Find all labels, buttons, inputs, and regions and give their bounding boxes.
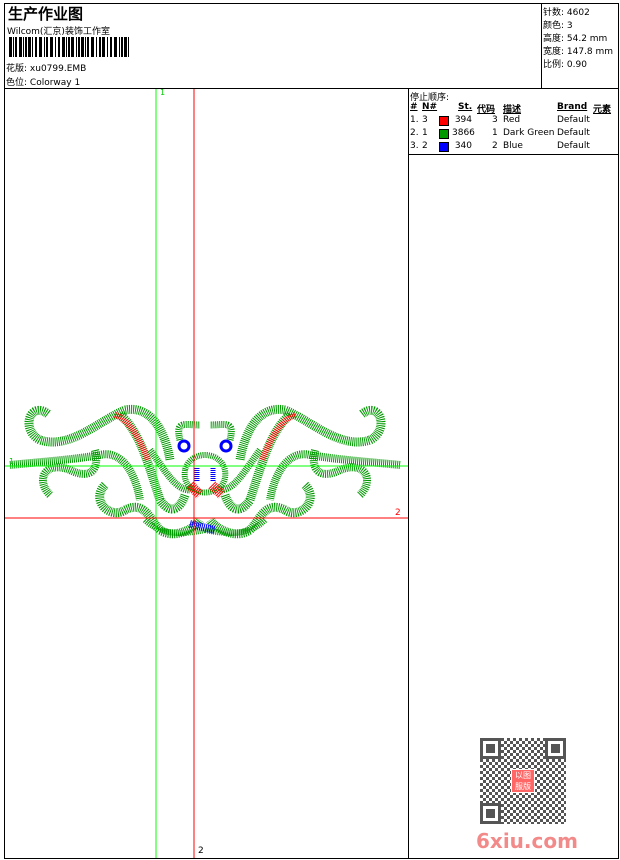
row-brand: Default bbox=[557, 128, 590, 138]
stitch-count: 针数: 4602 bbox=[543, 8, 590, 18]
row-description: Dark Green bbox=[503, 128, 555, 138]
colorway-label: 色位: bbox=[6, 78, 28, 88]
design-label: 花版: bbox=[6, 64, 28, 74]
design-width: 宽度: 147.8 mm bbox=[543, 47, 614, 57]
row-stitches: 340 bbox=[454, 141, 472, 151]
stitch-path bbox=[186, 481, 226, 499]
guide-label-v2: 2 bbox=[198, 846, 204, 856]
row-code: 1 bbox=[492, 128, 498, 138]
row-description: Red bbox=[503, 115, 521, 125]
page-border bbox=[4, 3, 619, 859]
page-title: 生产作业图 bbox=[8, 5, 84, 23]
stitch-path bbox=[147, 447, 191, 494]
stitch-path bbox=[206, 481, 315, 539]
row-code: 3 bbox=[492, 115, 498, 125]
row-needle: 2 bbox=[422, 141, 428, 151]
stitch-eye bbox=[177, 439, 191, 453]
row-index: 1. bbox=[410, 115, 419, 125]
row-description: Blue bbox=[503, 141, 523, 151]
stitch-path bbox=[219, 447, 263, 494]
stop-sequence-title: 停止顺序: bbox=[410, 93, 450, 103]
design-height: 高度: 54.2 mm bbox=[543, 34, 608, 44]
barcode bbox=[9, 37, 129, 57]
embroidery-design bbox=[9, 404, 401, 539]
col-index: # bbox=[410, 102, 418, 112]
design-file: xu0799.EMB bbox=[29, 64, 87, 74]
guide-label-h2: 2 bbox=[395, 508, 401, 518]
stitch-path bbox=[117, 411, 190, 514]
stitch-path bbox=[266, 450, 401, 501]
color-count: 颜色: 3 bbox=[543, 21, 573, 31]
colorway-value: Colorway 1 bbox=[29, 78, 81, 88]
col-code: 代码 bbox=[477, 105, 496, 115]
row-index: 3. bbox=[410, 141, 419, 151]
stitch-path bbox=[220, 411, 293, 514]
design-scale: 比例: 0.90 bbox=[543, 60, 587, 70]
stitch-path bbox=[38, 449, 101, 498]
stitch-path bbox=[194, 468, 216, 482]
color-swatch bbox=[439, 142, 449, 152]
stitch-path bbox=[309, 449, 372, 498]
stitch-eye bbox=[219, 439, 233, 453]
row-needle: 1 bbox=[422, 128, 428, 138]
stitch-path bbox=[142, 517, 206, 536]
col-brand: Brand bbox=[557, 102, 588, 112]
stitch-path bbox=[9, 450, 144, 501]
row-brand: Default bbox=[557, 141, 590, 151]
guide-label-v1: 1 bbox=[160, 88, 166, 97]
watermark-logo: 6xiu.com bbox=[476, 829, 578, 853]
info-divider bbox=[541, 3, 542, 88]
row-stitches: 3866 bbox=[452, 128, 475, 138]
stitch-path bbox=[95, 481, 204, 539]
col-description: 描述 bbox=[503, 105, 522, 115]
row-index: 2. bbox=[410, 128, 419, 138]
stitch-path bbox=[113, 412, 151, 462]
guide-label-h1: 1 bbox=[9, 457, 15, 466]
panel-divider bbox=[408, 88, 409, 858]
row-needle: 3 bbox=[422, 115, 428, 125]
stitch-path bbox=[175, 420, 201, 441]
color-swatch bbox=[439, 116, 449, 126]
company-name: Wilcom(汇京)装饰工作室 bbox=[7, 27, 110, 37]
stitch-path bbox=[259, 412, 297, 462]
color-swatch bbox=[439, 129, 449, 139]
col-element: 元素 bbox=[593, 105, 612, 115]
row-brand: Default bbox=[557, 115, 590, 125]
table-bottom bbox=[408, 154, 618, 155]
row-stitches: 394 bbox=[454, 115, 472, 125]
stitch-path bbox=[209, 420, 235, 441]
row-code: 2 bbox=[492, 141, 498, 151]
seal-stamp: 以图服版 bbox=[511, 769, 535, 793]
header-divider bbox=[4, 88, 618, 89]
col-stitches: St. bbox=[458, 102, 473, 112]
col-number: N# bbox=[422, 102, 438, 112]
